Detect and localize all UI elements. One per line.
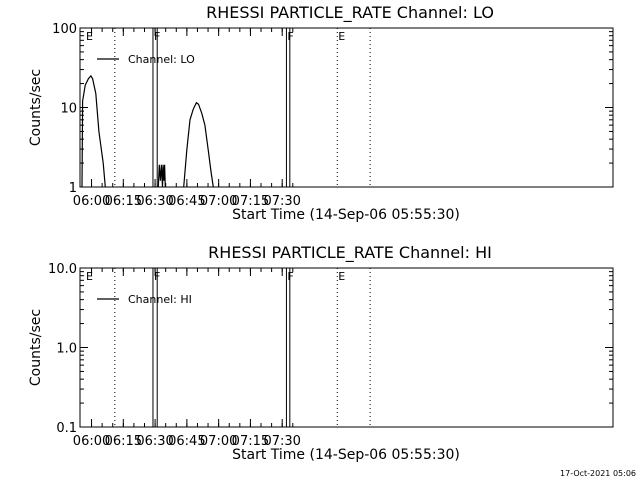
x-tick-label: 06:45 [168,194,205,209]
y-tick-label: 1.0 [56,342,77,357]
plot-frame [79,27,614,188]
series-line-segment [157,164,166,188]
x-tick-label: 07:30 [263,194,300,209]
y-tick-label: 0.1 [56,421,77,436]
event-marker-label: E [86,30,93,43]
y-tick-label: 100 [52,22,77,37]
x-tick-label: 07:00 [200,194,237,209]
y-tick-label: 10 [60,102,77,117]
panel-hi: RHESSI PARTICLE_RATE Channel: HI 0.1 1.0 10… [28,243,614,463]
x-tick-label: 06:45 [168,434,205,449]
event-marker-label: F [287,30,293,43]
x-tick-label: 06:30 [136,194,173,209]
x-tick-label: 07:30 [263,434,300,449]
x-tick-label: 06:00 [73,194,110,209]
legend-label: Channel: HI [128,293,192,306]
y-axis-label: Counts/sec [28,69,44,146]
x-axis-label: Start Time (14-Sep-06 05:55:30) [232,447,460,463]
y-tick-label: 1 [69,181,77,196]
legend-label: Channel: LO [128,53,195,66]
event-marker-label: E [338,30,345,43]
chart-title: RHESSI PARTICLE_RATE Channel: HI [208,243,492,263]
series-line-segment [81,74,106,188]
x-tick-label: 06:15 [105,434,142,449]
x-tick-label: 07:00 [200,434,237,449]
y-tick-label: 10.0 [48,262,77,277]
x-tick-label: 06:15 [105,194,142,209]
x-tick-label: 07:15 [232,194,269,209]
x-tick-label: 06:30 [136,434,173,449]
event-marker-label: E [338,270,345,283]
event-marker-label: E [86,270,93,283]
chart-title: RHESSI PARTICLE_RATE Channel: LO [206,3,494,23]
panel-lo: RHESSI PARTICLE_RATE Channel: LO 1 10 100 06… [28,3,614,223]
x-tick-label: 07:15 [232,434,269,449]
event-marker-label: F [287,270,293,283]
footer-timestamp: 17-Oct-2021 05:06 [560,469,636,478]
y-axis-label: Counts/sec [28,309,44,386]
plot-frame [79,267,614,428]
x-axis-label: Start Time (14-Sep-06 05:55:30) [232,207,460,223]
series-line-segment [183,101,214,188]
x-tick-label: 06:00 [73,434,110,449]
